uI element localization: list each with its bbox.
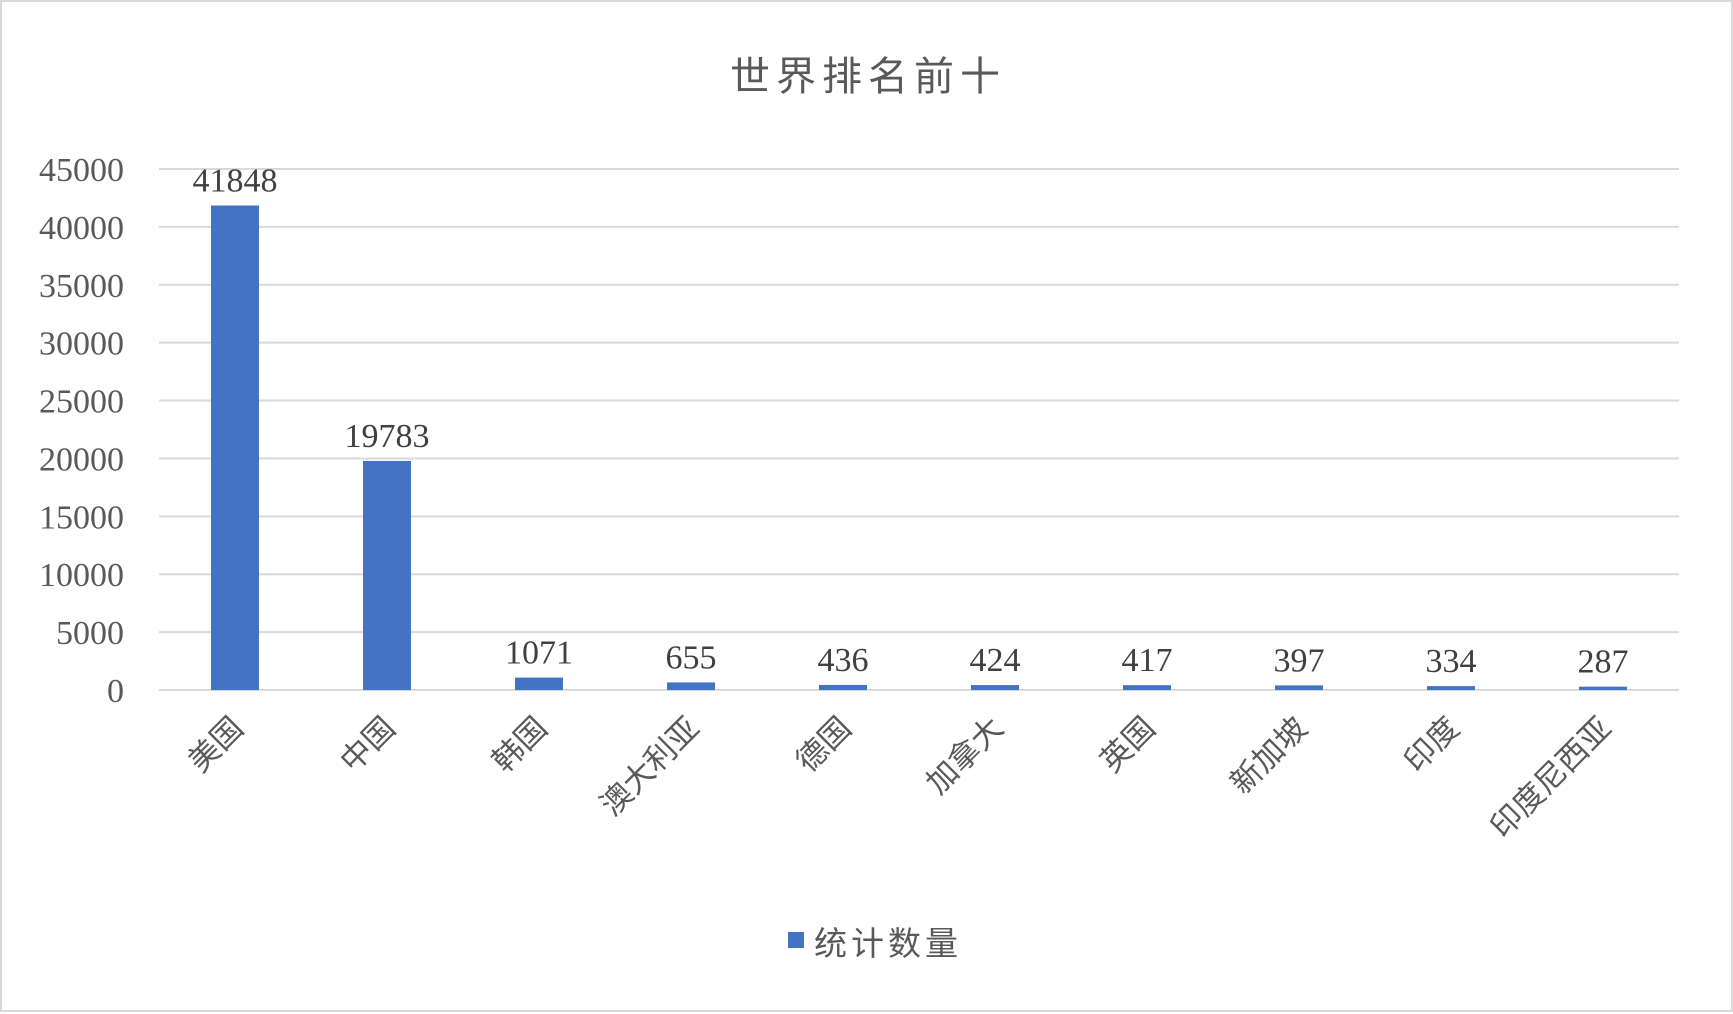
legend[interactable]: 统计数量 (788, 924, 962, 963)
x-category-label: 加拿大 (919, 710, 1010, 801)
bar[interactable] (515, 677, 563, 690)
x-category-label: 韩国 (485, 710, 554, 779)
y-tick-label: 25000 (39, 384, 124, 421)
y-tick-label: 45000 (39, 152, 124, 189)
data-label: 417 (1122, 642, 1173, 679)
data-label: 287 (1578, 644, 1629, 681)
y-tick-label: 5000 (56, 615, 124, 652)
x-category-label: 印度尼西亚 (1484, 710, 1619, 845)
data-label: 655 (666, 639, 717, 676)
y-tick-label: 40000 (39, 210, 124, 247)
x-category-label: 新加坡 (1223, 710, 1314, 801)
y-tick-label: 15000 (39, 499, 124, 536)
y-tick-label: 20000 (39, 441, 124, 478)
y-tick-label: 0 (107, 673, 124, 710)
bar[interactable] (211, 205, 259, 690)
chart-title: 世界排名前十 (730, 54, 1006, 100)
bar[interactable] (363, 460, 411, 690)
legend-swatch (788, 932, 804, 948)
data-label: 19783 (345, 418, 430, 455)
x-category-label: 中国 (333, 710, 402, 779)
x-category-label: 英国 (1093, 710, 1162, 779)
y-tick-label: 30000 (39, 326, 124, 363)
data-label: 334 (1426, 643, 1477, 680)
bar[interactable] (1123, 685, 1171, 690)
data-label: 424 (970, 642, 1021, 679)
x-category-label: 德国 (789, 710, 858, 779)
x-axis-categories: 美国 中国 韩国 澳大利亚 德国 加拿大 英国 新加坡 印度 印度尼西亚 (181, 710, 1618, 845)
gridlines (159, 168, 1679, 691)
x-category-label: 澳大利亚 (594, 710, 707, 823)
data-label: 41848 (193, 162, 278, 199)
bar[interactable] (1579, 686, 1627, 690)
bar[interactable] (971, 685, 1019, 690)
data-label: 1071 (505, 635, 573, 672)
data-labels: 41848 19783 1071 655 436 424 417 397 334 287 (193, 162, 1629, 680)
y-tick-label: 10000 (39, 557, 124, 594)
x-category-label: 印度 (1397, 710, 1466, 779)
y-tick-label: 35000 (39, 268, 124, 305)
legend-label-series-1: 统计数量 (814, 924, 962, 963)
bar[interactable] (667, 682, 715, 690)
bar[interactable] (819, 684, 867, 690)
bar[interactable] (1275, 685, 1323, 690)
x-category-label: 美国 (181, 710, 250, 779)
bars (211, 205, 1627, 690)
y-axis-ticks: 0 5000 10000 15000 20000 25000 30000 35000 40000… (39, 152, 124, 710)
data-label: 397 (1274, 642, 1325, 679)
bar[interactable] (1427, 686, 1475, 690)
data-label: 436 (818, 642, 869, 679)
